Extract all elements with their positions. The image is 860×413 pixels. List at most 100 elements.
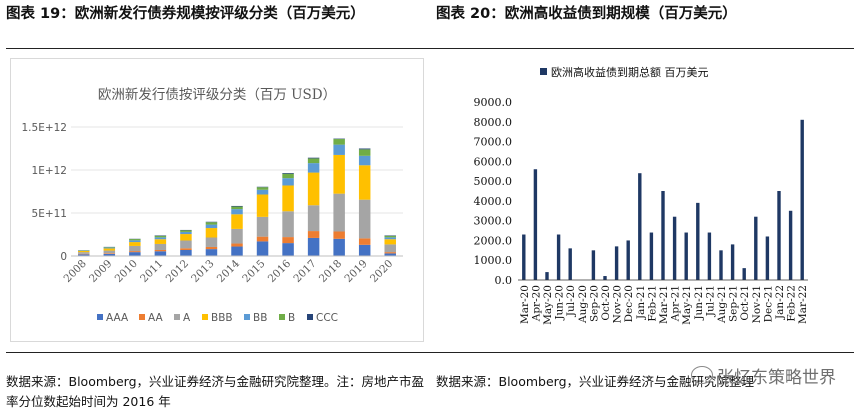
bar-segment-aa xyxy=(154,249,167,252)
bar-segment-aaa xyxy=(256,241,269,256)
bar-segment-ccc xyxy=(282,173,294,174)
bar xyxy=(649,232,654,280)
x-tick-label: Jul-20 xyxy=(565,285,577,317)
x-tick-label: Oct-21 xyxy=(739,285,751,321)
bar-segment-aaa xyxy=(231,246,243,256)
x-tick-label: Oct-20 xyxy=(600,285,612,321)
bar-segment-ccc xyxy=(307,157,320,159)
legend-label: AAA xyxy=(106,312,129,324)
bar xyxy=(568,248,572,280)
bar-segment-bbb xyxy=(205,228,218,238)
bar xyxy=(603,276,607,280)
bar-segment-b xyxy=(154,235,167,238)
bar-segment-b xyxy=(129,239,141,241)
legend-label: BBB xyxy=(211,312,233,324)
bar xyxy=(533,169,538,280)
x-tick-label: Sep-20 xyxy=(588,285,600,322)
bar-segment-aaa xyxy=(154,251,167,256)
bar-segment-aa xyxy=(358,238,371,245)
bar-segment-a xyxy=(282,211,294,238)
bar-segment-aa xyxy=(129,251,141,253)
x-tick-label: 2019 xyxy=(342,258,369,285)
bar xyxy=(696,202,700,280)
hy-maturity-chart: 欧洲高收益债到期总额 百万美元 0.0 1000.0 2000.0 3000.0 4000… xyxy=(474,65,810,325)
bar-segment-bbb xyxy=(154,239,167,244)
y-tick-label: 1.5E+12 xyxy=(22,122,68,134)
x-tick-label: Jun-21 xyxy=(693,285,705,321)
y-tick-label: 3000.0 xyxy=(474,215,513,228)
bar-segment-bb xyxy=(358,155,371,166)
legend-swatch-a xyxy=(174,314,180,320)
left-chart-panel: 欧洲新发行债按评级分类（百万 USD） 0 5E+11 1E+12 1.5E+12 200… xyxy=(10,58,424,342)
bar-segment-aa xyxy=(205,246,218,250)
bar-segment-b xyxy=(358,149,371,156)
y-tick-label: 0.0 xyxy=(495,274,513,287)
bar-segment-bb xyxy=(384,237,396,240)
x-tick-label: 2016 xyxy=(266,257,294,285)
bar xyxy=(730,244,735,280)
bar-segment-a xyxy=(205,237,218,247)
bar xyxy=(788,210,793,280)
bar-segment-a xyxy=(129,245,141,252)
bar-segment-a xyxy=(180,240,192,249)
y-tick-label: 1E+12 xyxy=(32,165,67,177)
bar-segment-bb xyxy=(154,237,167,240)
bar xyxy=(661,191,665,280)
bar-segment-b xyxy=(180,230,192,232)
x-tick-label: Aug-20 xyxy=(577,285,589,324)
bar-segment-aaa xyxy=(180,249,192,256)
bar-segment-b xyxy=(205,222,218,225)
watermark: 张忆东策略世界 xyxy=(691,363,836,388)
x-tick-label: Sep-21 xyxy=(728,285,740,322)
bar-segment-bbb xyxy=(333,154,345,194)
y-tick-label: 1000.0 xyxy=(474,254,513,267)
legend-swatch-aaa xyxy=(97,314,103,320)
y-tick-label: 4000.0 xyxy=(474,195,513,208)
stacked-rating-chart: 欧洲新发行债按评级分类（百万 USD） 0 5E+11 1E+12 1.5E+12 200… xyxy=(22,87,403,324)
bar-segment-b xyxy=(103,247,116,248)
x-tick-label: Mar-21 xyxy=(658,285,670,324)
bar-segment-aa xyxy=(384,252,396,254)
y-tick-label: 6000.0 xyxy=(474,155,513,168)
left-figure-title: 图表 19：欧洲新发行债券规模按评级分类（百万美元） xyxy=(6,6,365,22)
bar-segment-aa xyxy=(231,243,243,247)
x-tick-label: Dec-21 xyxy=(762,285,774,322)
bar-segment-aa xyxy=(180,248,192,250)
bar-segment-aaa xyxy=(282,243,294,256)
bar-segment-a xyxy=(384,244,396,253)
x-tick-label: Aug-21 xyxy=(716,285,728,324)
y-tick-label: 8000.0 xyxy=(474,116,513,129)
bar xyxy=(800,119,804,280)
bar-segment-a xyxy=(333,193,345,232)
x-tick-label: May-21 xyxy=(681,285,693,325)
bar-segment-bb xyxy=(256,189,269,195)
bar-segment-bbb xyxy=(256,194,269,217)
legend-swatch-aa xyxy=(139,314,145,320)
legend-label: BB xyxy=(253,312,267,324)
bar-segment-b xyxy=(231,206,243,210)
x-tick-label: Apr-20 xyxy=(530,285,542,322)
x-tick-label: Feb-21 xyxy=(646,285,658,322)
bar xyxy=(765,236,770,280)
bar-segment-a xyxy=(231,228,243,244)
x-tick-label: Nov-21 xyxy=(751,285,763,323)
y-tick-label: 9000.0 xyxy=(474,96,513,109)
bar-segment-bbb xyxy=(282,185,294,212)
y-tick-label: 2000.0 xyxy=(474,234,513,247)
bar-segment-bbb xyxy=(103,248,116,251)
legend-label: A xyxy=(183,312,191,324)
bar xyxy=(672,216,677,280)
bar-segment-bb xyxy=(180,231,192,235)
legend-swatch xyxy=(540,68,547,75)
wechat-icon xyxy=(691,366,713,384)
bar-segment-aaa xyxy=(333,238,345,256)
bar-segment-aa xyxy=(256,236,269,242)
bar-segment-bb xyxy=(307,163,320,173)
legend-swatch-b xyxy=(279,314,285,320)
bar xyxy=(556,234,561,280)
bar xyxy=(777,191,781,280)
bar xyxy=(591,250,596,280)
x-tick-label: Jan-22 xyxy=(774,285,786,320)
bar-segment-aa xyxy=(282,237,294,244)
x-tick-label: 2010 xyxy=(113,258,140,285)
